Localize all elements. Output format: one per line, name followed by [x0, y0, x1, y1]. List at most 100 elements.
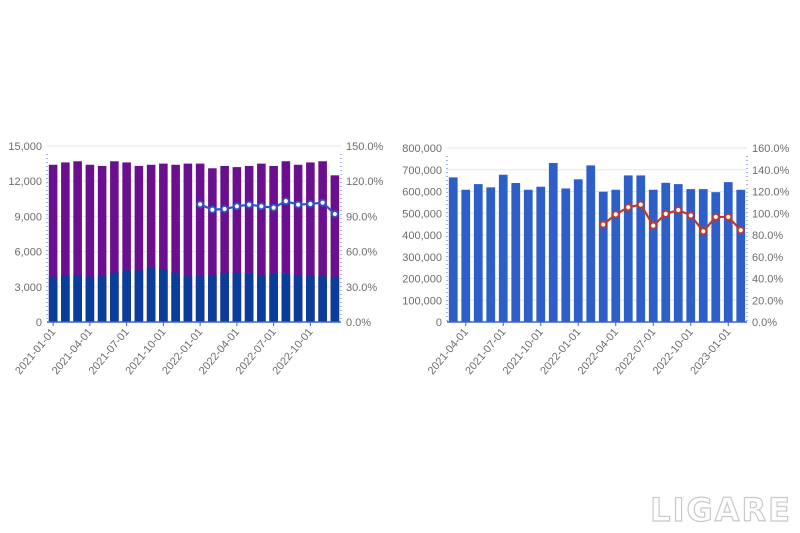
point-2022-07 — [649, 221, 658, 230]
y2-tick-label: 120.0% — [346, 176, 384, 188]
bar-total-2021-12 — [183, 163, 193, 322]
point-2022-02 — [208, 205, 217, 214]
point-2022-06 — [257, 202, 266, 211]
bar-volume-2022-05 — [623, 175, 633, 322]
bar-total-2021-07 — [122, 162, 131, 322]
bar-total-2021-06 — [110, 161, 119, 322]
y-tick-label: 100,000 — [402, 295, 442, 307]
bar-volume-2021-12 — [561, 188, 571, 322]
bar-total-2021-09 — [146, 164, 156, 322]
bar-volume-2023-01 — [723, 182, 733, 322]
point-2022-01 — [196, 200, 205, 209]
bar-total-2021-05 — [97, 165, 107, 322]
y-tick-label: 0 — [436, 317, 442, 329]
y2-tick-label: 120.0% — [752, 187, 790, 199]
bar-lower-2022-05 — [244, 273, 254, 322]
bar-lower-2021-02 — [61, 275, 70, 322]
y-tick-label: 0 — [36, 317, 42, 329]
bar-volume-2022-03 — [598, 191, 608, 322]
point-2022-06 — [636, 200, 645, 209]
bar-lower-2022-04 — [232, 272, 242, 322]
bar-total-2022-07 — [269, 165, 278, 322]
y2-tick-label: 30.0% — [346, 282, 377, 294]
bar-total-2021-10 — [159, 163, 168, 322]
bar-total-2022-05 — [244, 165, 254, 322]
y-tick-label: 15,000 — [8, 141, 42, 153]
y2-tick-label: 60.0% — [752, 252, 783, 264]
y-tick-label: 500,000 — [402, 208, 442, 220]
y2-tick-label: 90.0% — [346, 211, 377, 223]
bar-volume-2021-10 — [536, 186, 546, 322]
point-2022-09 — [294, 200, 303, 209]
y2-tick-label: 20.0% — [752, 295, 783, 307]
point-2022-03 — [599, 220, 608, 229]
y2-tick-label: 100.0% — [752, 208, 790, 220]
bar-lower-2022-08 — [281, 273, 291, 322]
point-2022-12 — [711, 213, 720, 221]
bar-lower-2022-07 — [269, 273, 278, 322]
point-2022-04 — [232, 202, 241, 211]
bar-volume-2021-03 — [448, 177, 458, 322]
bar-lower-2022-09 — [293, 275, 303, 322]
y-tick-label: 12,000 — [8, 176, 42, 188]
bar-volume-2023-02 — [736, 189, 746, 322]
bar-volume-2022-04 — [611, 189, 621, 322]
bar-volume-2022-02 — [586, 165, 596, 322]
bar-lower-2022-03 — [220, 272, 229, 322]
bar-total-2022-03 — [220, 165, 229, 322]
bar-lower-2021-08 — [134, 270, 144, 322]
point-2022-04 — [611, 210, 620, 219]
y2-tick-label: 0.0% — [752, 317, 777, 329]
y-tick-label: 600,000 — [402, 187, 442, 199]
bar-volume-2021-08 — [511, 183, 521, 322]
y-tick-label: 6,000 — [14, 247, 42, 259]
bar-lower-2022-02 — [208, 275, 217, 322]
point-2022-11 — [318, 198, 327, 207]
bar-lower-2021-03 — [73, 275, 82, 322]
point-2022-08 — [661, 210, 670, 218]
bar-lower-2021-12 — [183, 276, 193, 322]
point-2022-10 — [686, 211, 695, 220]
bar-volume-2021-07 — [498, 174, 508, 322]
bar-lower-2022-11 — [318, 276, 327, 322]
point-2022-08 — [281, 197, 290, 206]
bar-total-2021-08 — [134, 165, 144, 322]
bar-volume-2022-10 — [686, 189, 696, 322]
bar-total-2021-11 — [171, 164, 180, 322]
bar-lower-2022-10 — [306, 275, 315, 322]
y2-tick-label: 60.0% — [346, 247, 377, 259]
y2-tick-label: 80.0% — [752, 230, 783, 242]
bar-volume-2021-04 — [461, 189, 471, 322]
bar-volume-2022-07 — [648, 189, 658, 322]
bar-volume-2022-08 — [661, 182, 671, 322]
point-2022-05 — [624, 203, 633, 212]
y-tick-label: 200,000 — [402, 274, 442, 286]
bar-lower-2021-04 — [85, 276, 95, 322]
bar-total-2022-04 — [232, 167, 242, 322]
point-2022-10 — [306, 200, 315, 208]
point-2022-03 — [220, 205, 229, 213]
y-tick-label: 400,000 — [402, 230, 442, 242]
bar-volume-2021-06 — [486, 187, 496, 322]
bar-total-2022-01 — [195, 163, 205, 322]
point-2023-01 — [724, 213, 733, 221]
bar-volume-2021-05 — [473, 184, 483, 322]
y-tick-label: 3,000 — [14, 282, 42, 294]
bar-total-2022-10 — [306, 162, 315, 322]
y2-tick-label: 160.0% — [752, 143, 790, 155]
bar-total-2021-01 — [48, 164, 58, 322]
y-tick-label: 800,000 — [402, 143, 442, 155]
y-tick-label: 300,000 — [402, 252, 442, 264]
point-2022-11 — [699, 227, 708, 236]
bar-total-2022-12 — [330, 175, 340, 322]
point-2022-12 — [330, 210, 339, 218]
ligare-logo: LIGARE — [650, 490, 792, 529]
bar-total-2021-03 — [73, 161, 82, 322]
y2-tick-label: 140.0% — [752, 165, 790, 177]
bar-volume-2022-06 — [636, 175, 646, 322]
y2-tick-label: 0.0% — [346, 317, 371, 329]
bar-lower-2022-01 — [195, 276, 205, 322]
bar-lower-2021-11 — [171, 272, 180, 322]
bar-total-2022-11 — [318, 161, 327, 322]
